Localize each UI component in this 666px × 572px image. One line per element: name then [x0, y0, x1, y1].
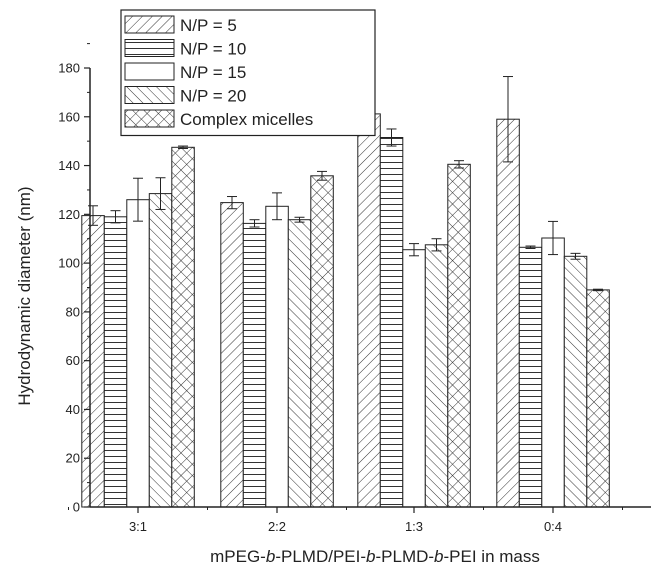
- y-tick-label: 120: [58, 207, 80, 222]
- bar: [310, 175, 334, 508]
- bar: [220, 202, 244, 508]
- y-axis-title: Hydrodynamic diameter (nm): [15, 186, 34, 405]
- bar: [586, 289, 610, 508]
- bar: [447, 163, 471, 508]
- y-tick-label: 60: [66, 353, 80, 368]
- bar: [379, 137, 404, 508]
- legend-swatch: [124, 86, 175, 104]
- bar: [541, 237, 565, 508]
- x-axis-title: mPEG-b-PLMD/PEI-b-PLMD-b-PEI in mass: [210, 547, 540, 566]
- legend-swatch: [124, 109, 175, 128]
- bar: [424, 244, 449, 508]
- bar: [496, 118, 520, 508]
- legend-swatch: [124, 62, 175, 81]
- bar: [265, 205, 289, 508]
- bar: [103, 216, 128, 508]
- error-bar: [294, 216, 305, 223]
- bar: [171, 146, 195, 508]
- legend-swatch: [124, 15, 175, 34]
- x-tick-label: 1:3: [405, 519, 423, 534]
- legend-label: N/P = 10: [180, 40, 246, 59]
- error-bar: [386, 128, 397, 147]
- bar: [242, 222, 267, 508]
- error-bar: [249, 219, 260, 228]
- legend-label: Complex micelles: [180, 110, 313, 129]
- legend-label: N/P = 20: [180, 87, 246, 106]
- error-bar: [454, 160, 464, 169]
- bar: [357, 113, 381, 508]
- bars-layer: [81, 113, 610, 508]
- legend-label: N/P = 5: [180, 16, 237, 35]
- error-bar: [133, 177, 143, 222]
- bar: [402, 249, 426, 508]
- error-bar: [431, 238, 442, 252]
- y-tick-label: 20: [66, 451, 80, 466]
- bar: [518, 246, 543, 508]
- legend-label: N/P = 15: [180, 63, 246, 82]
- x-tick-label: 0:4: [544, 519, 562, 534]
- axes: 0 20 40 60 80 100 120 140 160 180 3:1 2:2 1:3 0:4: [58, 43, 651, 534]
- error-bar: [503, 76, 513, 163]
- legend-swatch: [124, 39, 175, 57]
- x-tick-label: 3:1: [129, 519, 147, 534]
- y-tick-label: 100: [58, 256, 80, 271]
- error-bar: [155, 177, 166, 210]
- error-bar: [178, 145, 188, 149]
- error-bar: [110, 210, 121, 224]
- error-bar: [525, 245, 536, 249]
- y-tick-label: 180: [58, 61, 80, 76]
- y-tick-label: 0: [73, 500, 80, 515]
- y-tick-label: 140: [58, 158, 80, 173]
- bar: [81, 215, 105, 508]
- error-bar: [409, 243, 419, 257]
- bar: [126, 199, 150, 508]
- y-tick-label: 80: [66, 304, 80, 319]
- y-tick-label: 40: [66, 402, 80, 417]
- error-bars-layer: [88, 76, 603, 292]
- error-bar: [570, 252, 581, 260]
- error-bar: [227, 196, 237, 210]
- legend: N/P = 5 N/P = 10 N/P = 15 N/P = 20 Complex m…: [120, 9, 376, 137]
- error-bar: [593, 288, 603, 292]
- error-bar: [317, 170, 327, 181]
- error-bar: [548, 220, 558, 256]
- y-tick-label: 160: [58, 109, 80, 124]
- error-bar: [272, 192, 282, 221]
- bar: [287, 219, 312, 508]
- bar: [563, 255, 588, 508]
- x-tick-label: 2:2: [268, 519, 286, 534]
- bar: [148, 193, 173, 508]
